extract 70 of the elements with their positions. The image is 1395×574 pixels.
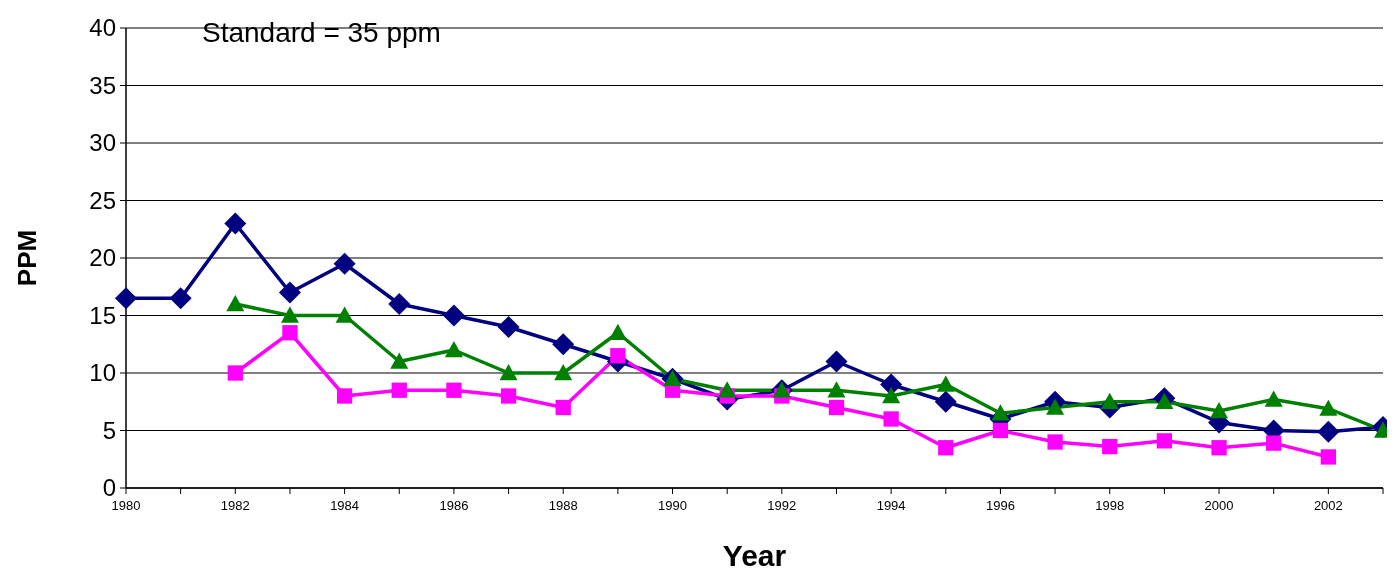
x-axis-title: Year: [722, 539, 787, 572]
point: [115, 287, 137, 310]
point: [1100, 392, 1119, 409]
y-axis-title: PPM: [12, 229, 42, 287]
point: [444, 341, 463, 358]
point: [1102, 438, 1118, 455]
y-tick-label: 25: [89, 186, 116, 214]
point: [883, 411, 899, 427]
point: [827, 381, 846, 398]
point: [825, 350, 848, 373]
point: [1047, 434, 1063, 450]
point: [1317, 420, 1340, 443]
point: [610, 348, 626, 364]
x-tick-label: 1982: [220, 498, 250, 513]
x-tick-label: 2000: [1204, 498, 1234, 513]
x-tick-label: 1990: [658, 498, 687, 513]
point: [280, 306, 299, 323]
y-tick-label: 35: [89, 71, 116, 99]
point: [390, 352, 409, 369]
y-tick-label: 15: [89, 301, 116, 329]
point: [446, 382, 462, 398]
point: [828, 399, 845, 416]
point: [1266, 435, 1282, 451]
point: [497, 316, 520, 338]
point: [335, 306, 354, 323]
x-tick-label: 1988: [548, 498, 578, 513]
point: [227, 365, 243, 381]
point: [499, 364, 518, 381]
point: [1156, 433, 1173, 449]
point: [224, 212, 247, 235]
point: [336, 388, 353, 404]
point: [992, 422, 1009, 439]
point: [938, 440, 954, 456]
x-tick-label: 1996: [985, 498, 1015, 513]
point: [391, 382, 407, 398]
y-tick-label: 5: [102, 416, 116, 444]
point: [1046, 398, 1065, 415]
point: [278, 281, 301, 304]
x-tick-label: 1986: [439, 498, 469, 513]
x-tick-label: 1994: [876, 498, 906, 513]
x-tick-label: 1984: [330, 498, 360, 513]
point: [1155, 392, 1174, 409]
point: [500, 388, 517, 404]
point: [1264, 390, 1283, 407]
point: [169, 287, 192, 310]
point: [388, 293, 411, 315]
point: [442, 304, 465, 327]
point: [1320, 449, 1336, 465]
point: [554, 364, 573, 381]
x-tick-label: 2002: [1313, 498, 1343, 513]
point: [555, 399, 571, 416]
point: [552, 333, 575, 356]
point: [282, 325, 298, 341]
point: [1210, 401, 1229, 419]
point: [226, 295, 245, 312]
x-tick-label: 1998: [1095, 498, 1125, 513]
point: [882, 387, 901, 404]
point: [718, 381, 737, 398]
y-tick-label: 20: [89, 244, 116, 272]
point: [1211, 440, 1227, 456]
point: [333, 252, 356, 275]
point: [936, 375, 955, 392]
y-tick-label: 10: [89, 359, 116, 387]
point: [1319, 399, 1338, 416]
annotation: Standard = 35 ppm: [202, 17, 441, 48]
x-tick-label: 1992: [767, 498, 797, 513]
point: [934, 390, 957, 413]
point: [991, 404, 1010, 421]
y-tick-label: 30: [89, 129, 116, 157]
y-tick-label: 40: [89, 14, 116, 42]
